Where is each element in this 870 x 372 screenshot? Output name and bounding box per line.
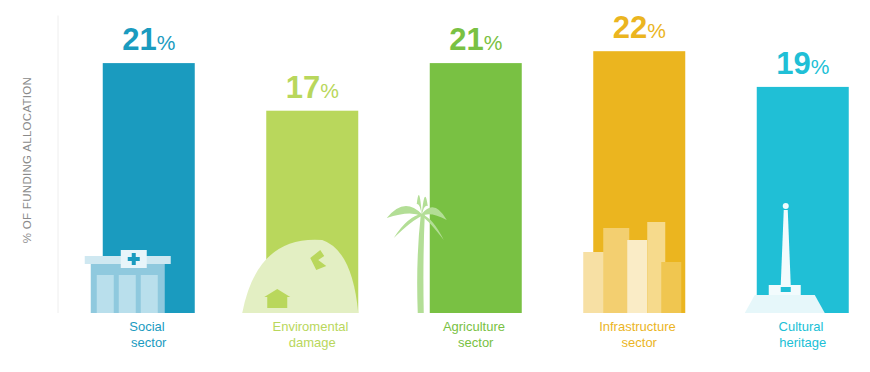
icon [97, 275, 114, 313]
icon [422, 214, 444, 240]
x-tick-label: Agriculture sector [443, 319, 509, 350]
icon [119, 275, 136, 313]
x-tick-label: Social sector [129, 319, 168, 350]
icon [583, 252, 605, 313]
y-axis-label: % OF FUNDING ALLOCATION [21, 77, 33, 243]
x-tick-label: Infrastructure sector [599, 319, 679, 350]
icon [264, 289, 290, 297]
icon [242, 240, 358, 313]
icon [745, 295, 825, 313]
data-label: 19% [776, 46, 829, 81]
icon [121, 250, 147, 268]
y-axis-line [58, 16, 59, 314]
chart-svg: % OF FUNDING ALLOCATION 21% 17% 21% 22% 19% So… [0, 0, 870, 372]
icon [661, 262, 681, 313]
bars [103, 51, 849, 313]
icon [141, 275, 158, 313]
icon [781, 287, 791, 292]
icon [267, 296, 287, 308]
icon [394, 214, 422, 238]
data-label: 21% [122, 22, 175, 57]
bar [757, 87, 849, 313]
x-tick-label: Cultural heritage [779, 319, 827, 350]
icon [128, 257, 140, 261]
data-label: 17% [286, 70, 339, 105]
data-label: 22% [613, 10, 666, 45]
icon [417, 195, 422, 216]
chart-container: % OF FUNDING ALLOCATION 21% 17% 21% 22% 19% So… [0, 0, 870, 372]
bar [593, 51, 685, 313]
icon [627, 240, 647, 313]
icon [769, 285, 801, 295]
data-label: 21% [449, 22, 502, 57]
x-tick-label: Enviromental damage [273, 319, 352, 350]
icon [91, 264, 165, 313]
icon [603, 228, 629, 313]
icon [422, 197, 428, 216]
icon [310, 250, 326, 270]
icon [417, 215, 425, 313]
icons [85, 195, 825, 313]
icon [783, 203, 789, 209]
bar [430, 63, 522, 313]
icon [781, 210, 791, 285]
